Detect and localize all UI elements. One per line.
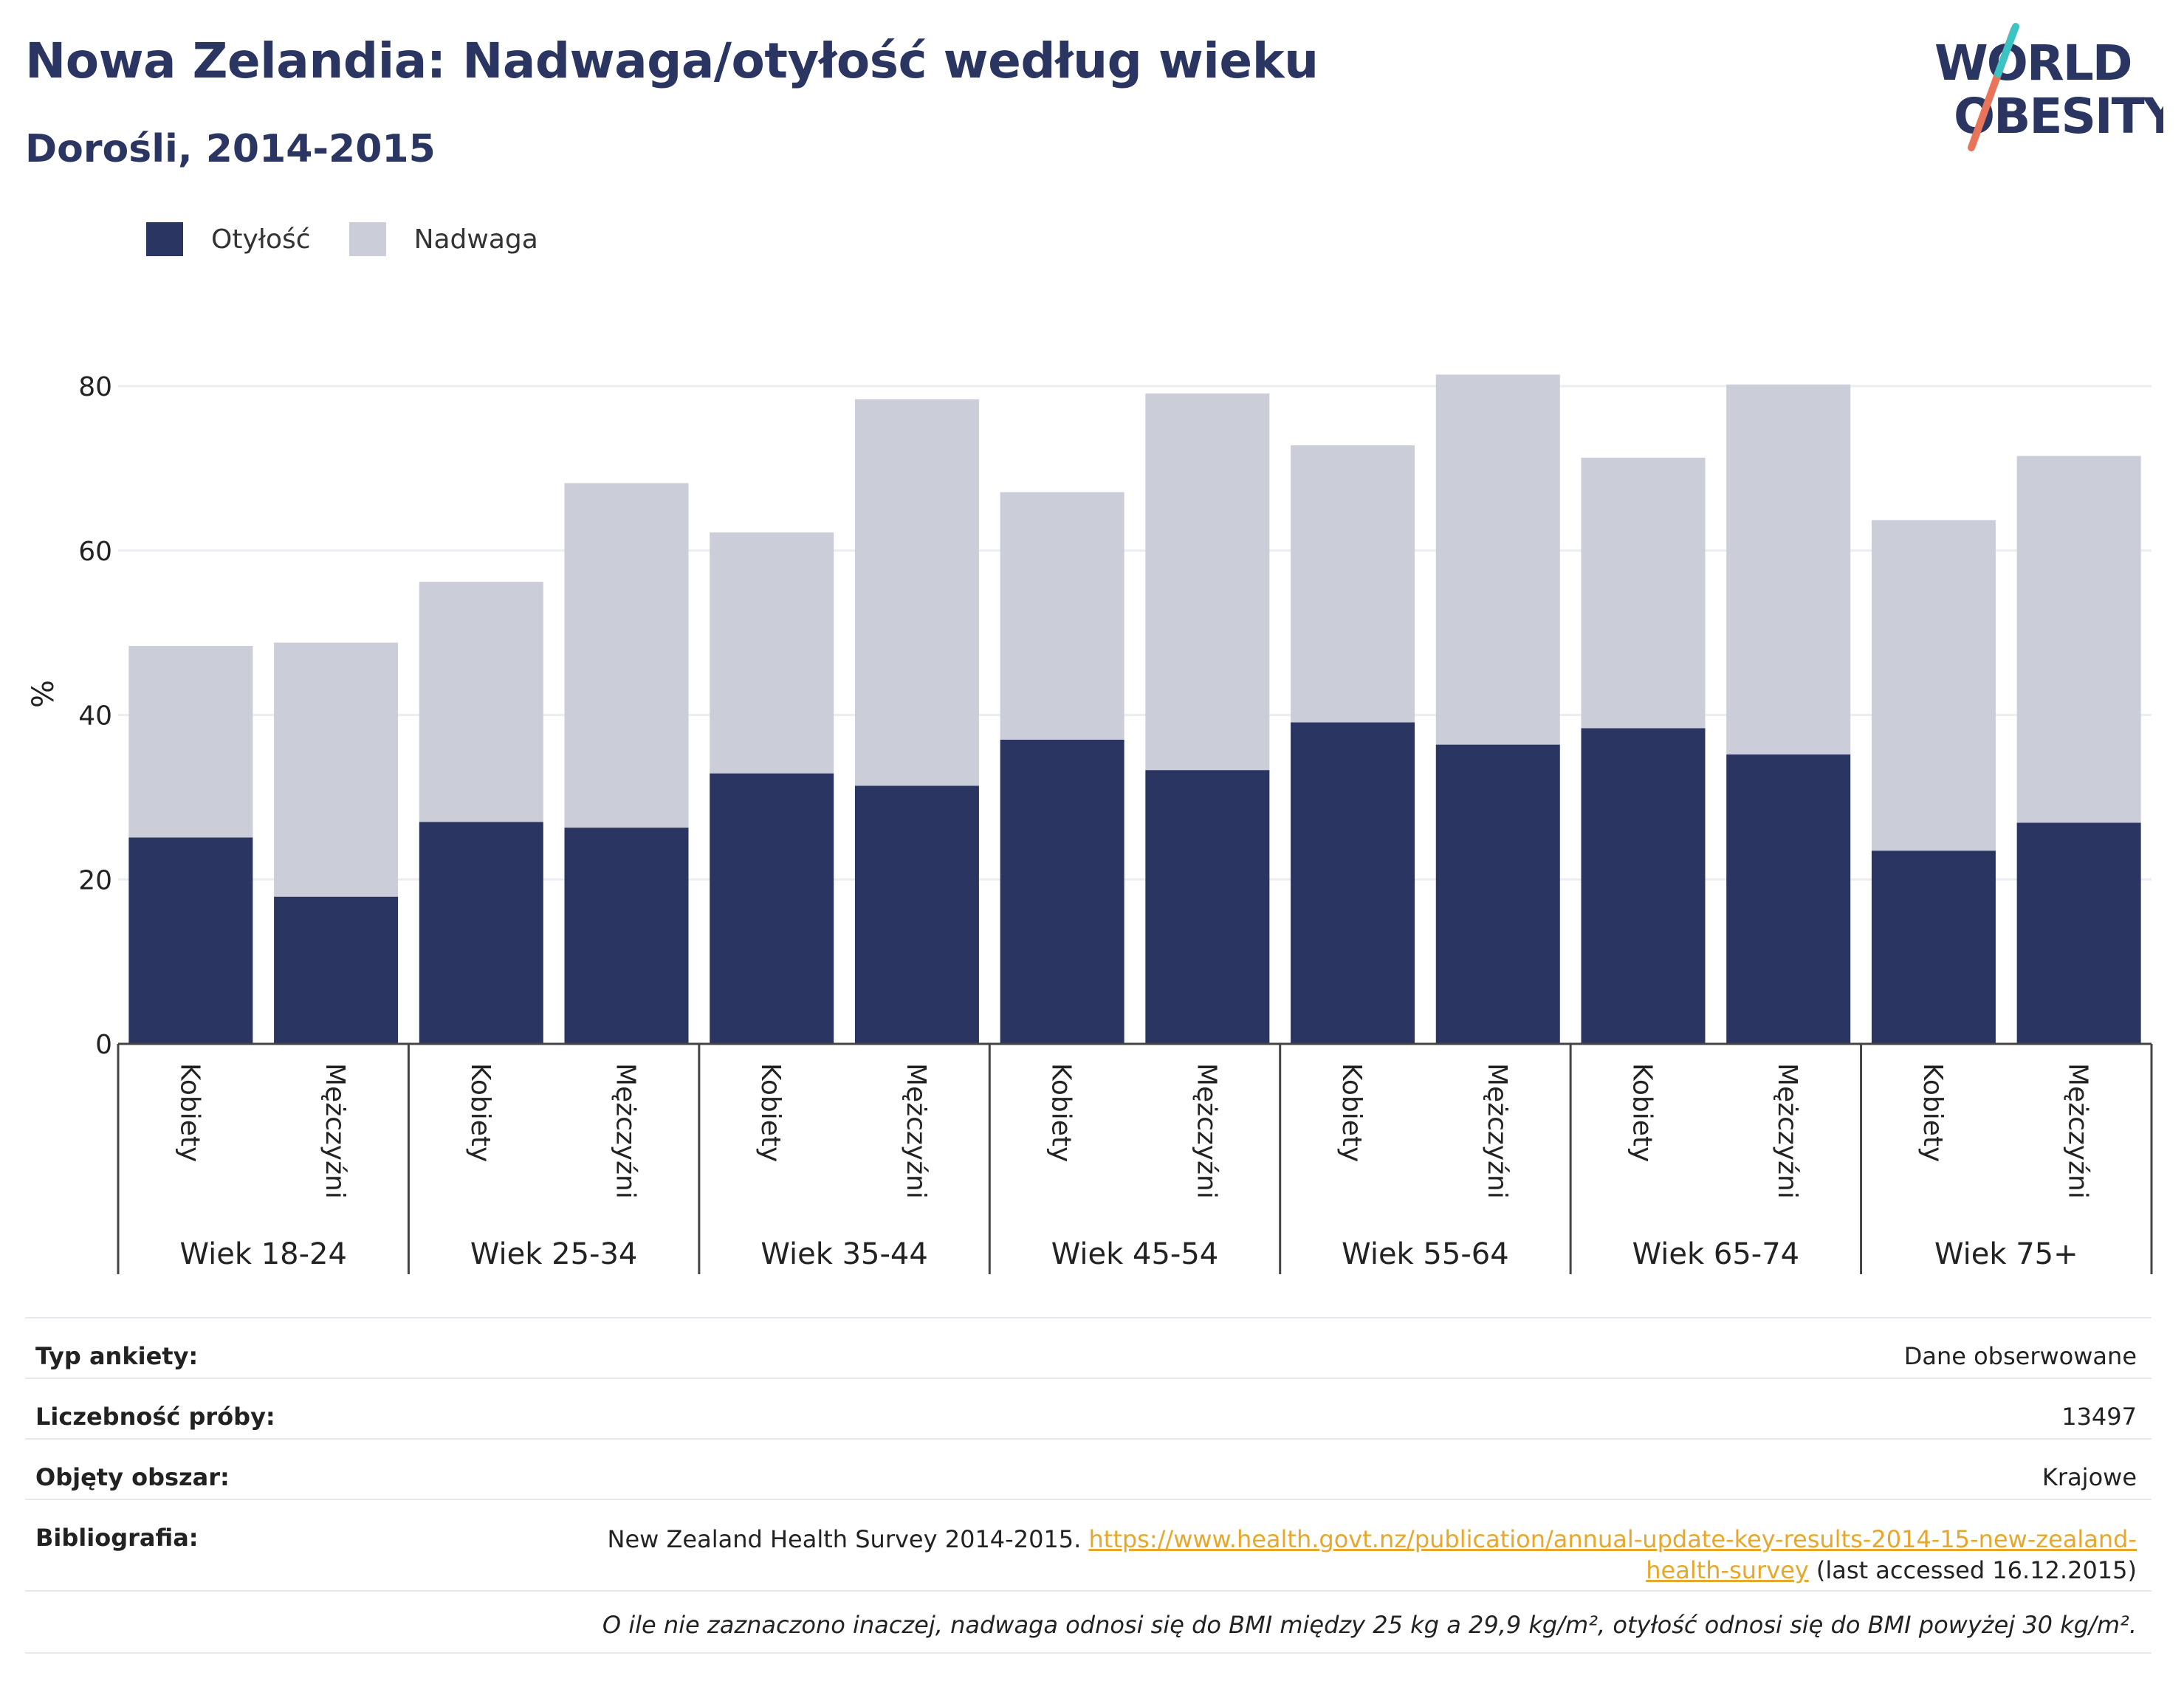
bar-obesity	[564, 828, 689, 1044]
bar-obesity	[274, 896, 399, 1044]
info-row-bibliography: Bibliografia: New Zealand Health Survey …	[25, 1499, 2152, 1592]
y-tick-label: 80	[78, 372, 112, 402]
bibliography-text: New Zealand Health Survey 2014-2015.	[607, 1525, 1082, 1553]
y-tick-label: 0	[95, 1030, 112, 1060]
y-tick-label: 20	[78, 865, 112, 895]
bar-overweight	[419, 582, 543, 822]
legend-swatch-overweight	[348, 222, 386, 256]
bar-obesity	[1871, 850, 1996, 1044]
info-row-area: Objęty obszar: Krajowe	[25, 1438, 2152, 1500]
bar-obesity	[128, 837, 253, 1044]
bar-overweight	[1581, 457, 1706, 729]
y-tick-label: 60	[78, 537, 112, 567]
x-subcategory-label: Kobiety	[1046, 1063, 1076, 1162]
area-label: Objęty obszar:	[35, 1463, 230, 1491]
bar-overweight	[128, 645, 253, 838]
x-subcategory-label: Kobiety	[755, 1063, 786, 1162]
x-subcategory-label: Mężczyźni	[1772, 1063, 1802, 1199]
info-row-sample: Liczebność próby: 13497	[25, 1378, 2152, 1440]
x-subcategory-label: Mężczyźni	[611, 1063, 641, 1199]
bar-obesity	[419, 822, 543, 1044]
bar-obesity	[1435, 744, 1560, 1044]
bar-overweight	[1145, 393, 1270, 771]
x-group-label: Wiek 65-74	[1632, 1237, 1800, 1271]
sample-value: 13497	[2061, 1403, 2137, 1431]
info-table: Typ ankiety: Dane obserwowane Liczebność…	[25, 1317, 2152, 1657]
x-group-label: Wiek 75+	[1934, 1237, 2078, 1271]
y-tick-label: 40	[78, 701, 112, 732]
x-subcategory-label: Kobiety	[465, 1063, 495, 1162]
x-subcategory-label: Kobiety	[1336, 1063, 1367, 1162]
x-group-label: Wiek 35-44	[760, 1237, 928, 1271]
x-group-label: Wiek 55-64	[1342, 1237, 1509, 1271]
bar-overweight	[1726, 384, 1851, 754]
bar-overweight	[710, 532, 834, 774]
bar-overweight	[1435, 374, 1560, 745]
sample-label: Liczebność próby:	[35, 1403, 275, 1431]
bibliography-value: New Zealand Health Survey 2014-2015. htt…	[608, 1524, 2137, 1586]
legend-label-overweight: Nadwaga	[413, 224, 538, 255]
x-subcategory-label: Kobiety	[1917, 1063, 1948, 1162]
bar-overweight	[274, 642, 399, 897]
bibliography-accessed: (last accessed 16.12.2015)	[1816, 1556, 2137, 1584]
bar-overweight	[1871, 520, 1996, 851]
bar-overweight	[854, 399, 979, 786]
chart-legend: Otyłość Nadwaga	[146, 220, 577, 258]
bar-obesity	[1145, 770, 1270, 1044]
x-group-label: Wiek 25-34	[470, 1237, 638, 1271]
bar-obesity	[1291, 722, 1415, 1044]
bar-overweight	[2016, 455, 2141, 823]
info-row-note: O ile nie zaznaczono inaczej, nadwaga od…	[25, 1590, 2152, 1654]
x-group-label: Wiek 45-54	[1051, 1237, 1219, 1271]
page-subtitle: Dorośli, 2014-2015	[25, 127, 436, 171]
definition-note: O ile nie zaznaczono inaczej, nadwaga od…	[602, 1611, 2137, 1639]
survey-label: Typ ankiety:	[35, 1342, 199, 1370]
x-subcategory-label: Kobiety	[1627, 1063, 1658, 1162]
x-subcategory-label: Kobiety	[174, 1063, 205, 1162]
legend-label-obesity: Otyłość	[211, 224, 311, 255]
bar-overweight	[564, 483, 689, 828]
bibliography-label: Bibliografia:	[35, 1524, 199, 1552]
bar-overweight	[1291, 445, 1415, 723]
page-title: Nowa Zelandia: Nadwaga/otyłość według wi…	[25, 32, 1319, 89]
x-subcategory-label: Mężczyźni	[320, 1063, 350, 1199]
bar-overweight	[1000, 492, 1124, 740]
y-axis-label: %	[27, 680, 61, 708]
stacked-bar-chart: 0 20 40 60 80% Kobiety Mężczyźni Kobiety Mężczyź…	[27, 372, 2153, 1274]
bibliography-link-cont[interactable]: health-survey	[1646, 1556, 1809, 1584]
survey-value: Dane obserwowane	[1903, 1342, 2137, 1370]
x-group-label: Wiek 18-24	[179, 1237, 347, 1271]
area-value: Krajowe	[2042, 1463, 2137, 1491]
x-subcategory-label: Mężczyźni	[901, 1063, 931, 1199]
bar-obesity	[854, 785, 979, 1044]
bar-obesity	[710, 773, 834, 1044]
bar-obesity	[1726, 754, 1851, 1044]
legend-swatch-obesity	[146, 222, 183, 256]
x-subcategory-label: Mężczyźni	[1482, 1063, 1512, 1199]
svg-text:WORLD: WORLD	[1934, 35, 2132, 92]
bar-obesity	[2016, 822, 2141, 1044]
bar-obesity	[1000, 739, 1124, 1044]
x-subcategory-label: Mężczyźni	[2063, 1063, 2093, 1199]
bibliography-link[interactable]: https://www.health.govt.nz/publication/a…	[1088, 1525, 2137, 1553]
x-subcategory-label: Mężczyźni	[1191, 1063, 1221, 1199]
bar-obesity	[1581, 728, 1706, 1044]
info-row-survey: Typ ankiety: Dane obserwowane	[25, 1317, 2152, 1379]
world-obesity-logo: WORLD OBESITY	[1934, 23, 2163, 151]
